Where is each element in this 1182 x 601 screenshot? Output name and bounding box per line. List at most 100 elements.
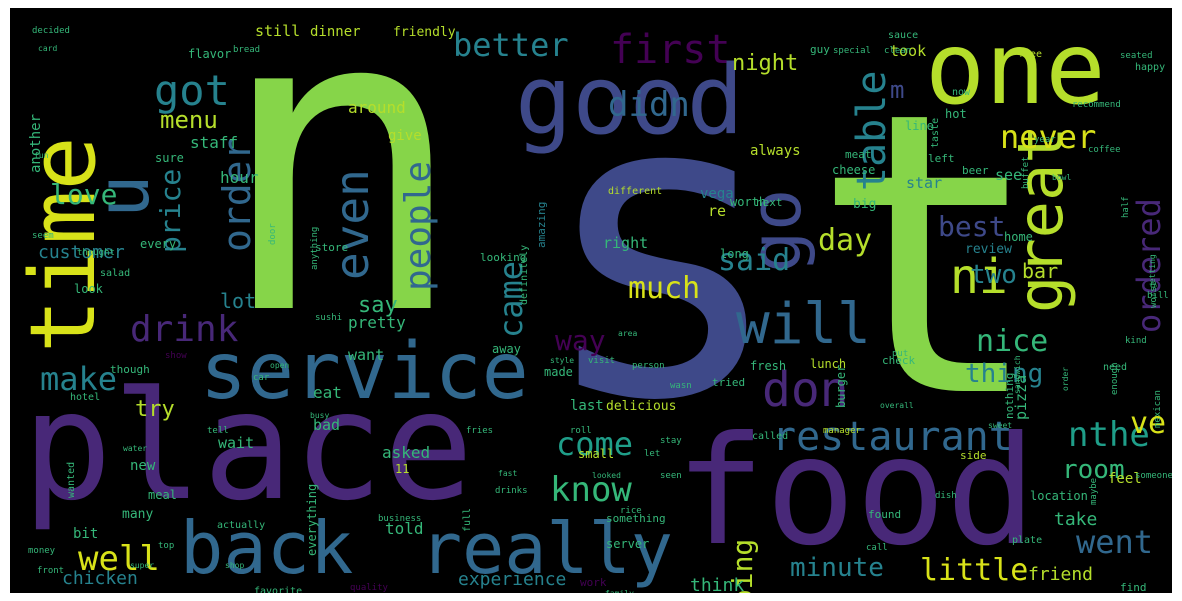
cloud-word-feel: feel — [1108, 471, 1142, 487]
cloud-word-first: first — [610, 27, 730, 73]
cloud-word-got: got — [154, 66, 230, 115]
cloud-word-bit: bit — [73, 526, 98, 542]
cloud-word-review: review — [965, 242, 1012, 257]
cloud-word-experience: experience — [458, 569, 566, 590]
cloud-word-stay: stay — [660, 436, 682, 446]
cloud-word-minute: minute — [790, 553, 884, 583]
cloud-word-restaurant: restaurant — [772, 414, 1013, 460]
cloud-word-fresh: fresh — [750, 359, 786, 373]
cloud-word-took: took — [890, 42, 926, 60]
cloud-word-see: see — [995, 166, 1022, 184]
cloud-word-bowl: bowl — [1052, 173, 1071, 182]
cloud-word-hotel: hotel — [70, 392, 100, 403]
cloud-word-business: business — [378, 514, 421, 524]
cloud-word-two: two — [970, 260, 1017, 290]
cloud-word-fries: fries — [466, 426, 493, 436]
cloud-word-going: going — [726, 539, 759, 593]
cloud-word-location: location — [1030, 489, 1088, 503]
word-cloud: n s t place food one good time service back really… — [10, 8, 1172, 593]
cloud-word-vega: vega — [700, 186, 734, 202]
cloud-word-way: way — [555, 324, 606, 357]
cloud-word-quality: quality — [350, 583, 389, 593]
cloud-word-room: room — [1062, 455, 1125, 485]
cloud-word-table: table — [849, 71, 895, 191]
cloud-word-anything: anything — [310, 227, 320, 270]
cloud-word-mexican: mexican — [1153, 390, 1163, 428]
cloud-word-hour: hour — [220, 168, 259, 187]
cloud-word-wanted: wanted — [66, 462, 77, 498]
cloud-word-good: good — [515, 46, 744, 156]
cloud-word-place: place — [22, 360, 474, 534]
cloud-word-roll: roll — [570, 426, 592, 436]
cloud-word-call: call — [866, 543, 888, 553]
cloud-word-definitely: definitely — [519, 245, 530, 305]
cloud-word-m: m — [890, 76, 904, 104]
cloud-word-thought: thought — [77, 248, 115, 258]
cloud-word-seen: seen — [660, 471, 682, 481]
cloud-word-line: line — [905, 119, 934, 133]
cloud-word-looked: looked — [592, 471, 621, 480]
cloud-word-amazing: amazing — [535, 202, 548, 248]
cloud-word-wait: wait — [218, 434, 254, 452]
cloud-word-nthe: nthe — [1068, 415, 1150, 455]
cloud-word-decided: decided — [32, 26, 70, 36]
cloud-word-little: little — [920, 553, 1028, 588]
cloud-word-back: back — [180, 506, 353, 590]
cloud-word-even: even — [325, 169, 379, 280]
cloud-word-never: never — [1000, 118, 1096, 156]
cloud-word-made: made — [544, 365, 573, 379]
cloud-word-fun: fun — [34, 151, 49, 160]
cloud-word-show: show — [165, 351, 187, 361]
cloud-word-someone: someone — [1135, 471, 1172, 481]
cloud-word-people: people — [398, 161, 439, 291]
cloud-word-need: need — [1103, 362, 1127, 373]
cloud-word-tried: tried — [712, 376, 745, 389]
cloud-word-full: full — [462, 508, 473, 532]
cloud-word-think: think — [690, 575, 744, 593]
cloud-word-night: night — [732, 51, 798, 76]
cloud-word-person: person — [632, 361, 665, 371]
cloud-word-want: want — [348, 346, 384, 364]
cloud-word-called: called — [752, 431, 788, 442]
cloud-word-area: area — [618, 329, 637, 338]
cloud-word-didn: didn — [608, 85, 690, 125]
cloud-word-burger: burger — [834, 365, 848, 408]
cloud-word-nothing: nothing — [1003, 373, 1016, 419]
cloud-word-staff: staff — [190, 133, 238, 152]
cloud-word-taste: taste — [930, 118, 941, 148]
cloud-word-kind: kind — [1125, 336, 1147, 346]
word-cloud-canvas: n s t place food one good time service back really… — [10, 8, 1172, 593]
cloud-word-big: big — [853, 197, 876, 212]
cloud-word-told: told — [385, 519, 424, 538]
cloud-word-friend: friend — [1028, 564, 1093, 585]
cloud-word-give: give — [388, 128, 422, 144]
word-cloud-background — [10, 8, 1172, 593]
cloud-word-come: come — [556, 425, 633, 463]
cloud-word-t: t — [810, 29, 1045, 483]
cloud-word-style: style — [550, 356, 574, 365]
cloud-word-busy: busy — [310, 411, 329, 420]
cloud-word-food: food — [675, 405, 1036, 579]
cloud-word-work: work — [580, 576, 607, 589]
cloud-word-buffet: buffet — [1021, 156, 1031, 189]
cloud-word-maybe: maybe — [1089, 478, 1099, 505]
cloud-word-11: 11 — [395, 462, 409, 476]
cloud-word-seated: seated — [1120, 51, 1153, 61]
cloud-word-plate: plate — [1012, 535, 1042, 546]
cloud-word-sauce: sauce — [888, 30, 918, 41]
cloud-word-service: service — [200, 327, 529, 417]
cloud-word-rice: rice — [620, 506, 642, 516]
cloud-word-seem: seem — [32, 231, 54, 241]
cloud-word-friendly: friendly — [393, 25, 456, 40]
cloud-word-bad: bad — [313, 416, 340, 434]
cloud-word-worst: worst — [1149, 281, 1159, 308]
cloud-word-favorite: favorite — [254, 586, 302, 593]
cloud-word-great: great — [1004, 126, 1077, 313]
cloud-word-well: well — [78, 539, 160, 579]
cloud-word-thing: thing — [965, 359, 1043, 389]
cloud-word-meat: meat — [845, 148, 872, 161]
cloud-word-different: different — [608, 186, 662, 197]
cloud-word-store: store — [315, 241, 348, 254]
cloud-word-go: go — [735, 189, 817, 273]
cloud-word-put: put — [892, 349, 908, 359]
